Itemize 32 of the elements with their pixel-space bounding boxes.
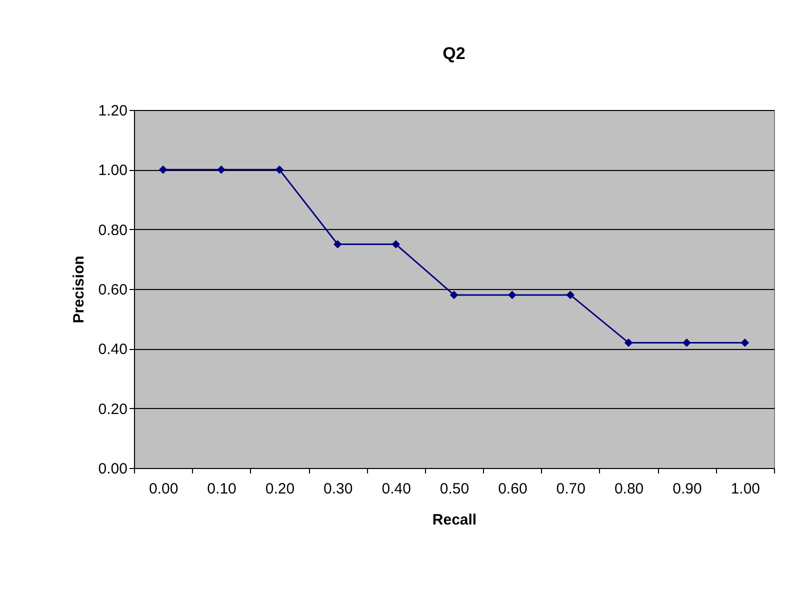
x-tick-label: 0.80 <box>614 480 644 498</box>
x-tick-label: 0.50 <box>440 480 470 498</box>
point <box>217 165 226 174</box>
x-tick-label: 0.60 <box>498 480 528 498</box>
y-tick-label: 0.80 <box>98 222 128 239</box>
x-tick-label: 0.00 <box>148 480 178 498</box>
y-tick-label: 1.00 <box>98 162 128 180</box>
y-tick-label: 0.00 <box>98 460 128 478</box>
x-tick-label: 0.90 <box>672 480 702 498</box>
x-tick-label: 0.10 <box>207 480 236 498</box>
point <box>333 240 342 248</box>
y-axis-title: Precision <box>70 256 88 324</box>
point <box>450 290 458 300</box>
x-axis-title: Recall <box>432 512 477 528</box>
point <box>392 240 400 248</box>
x-tick-label: 0.40 <box>382 480 411 498</box>
point <box>566 290 575 300</box>
y-tick-label: 0.20 <box>98 400 128 418</box>
point <box>508 290 516 300</box>
chart-title: Q2 <box>442 44 466 63</box>
x-tick-label: 0.30 <box>324 480 353 498</box>
y-tick-label: 0.40 <box>98 341 128 358</box>
point <box>158 165 168 174</box>
point <box>624 338 633 347</box>
x-tick-label: 0.70 <box>556 480 586 498</box>
y-tick-label: 1.20 <box>98 102 128 120</box>
x-tick-label: 0.20 <box>265 480 295 498</box>
y-tick-label: 0.60 <box>98 282 128 298</box>
point <box>275 165 284 174</box>
point <box>682 338 691 347</box>
x-tick-label: 1.00 <box>730 480 760 498</box>
point <box>740 338 750 347</box>
